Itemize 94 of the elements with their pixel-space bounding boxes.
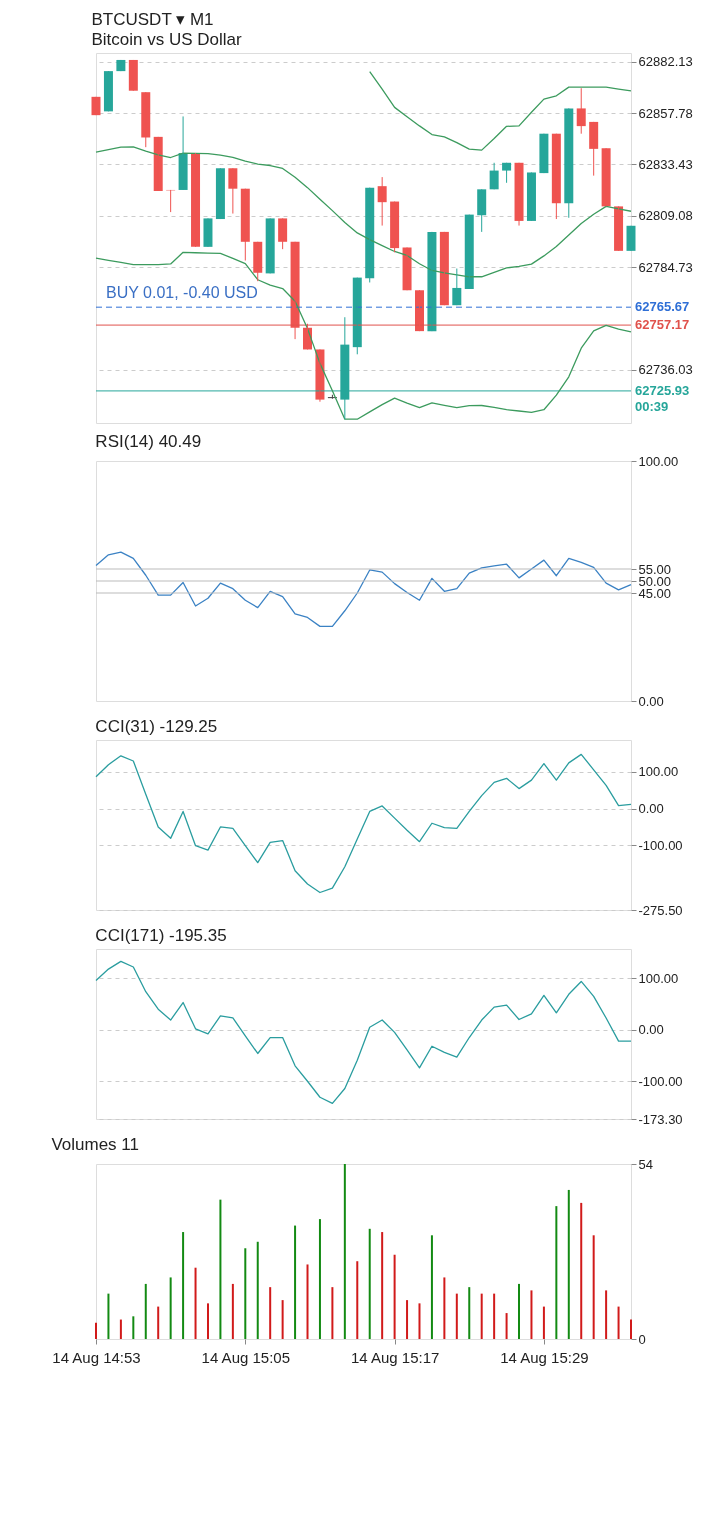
x-tick-label: 14 Aug 15:17 [350, 1348, 440, 1366]
y-tick-label: -275.50 [638, 902, 683, 918]
y-tick-label: 0 [638, 1331, 646, 1347]
y-tick-label: 62882.13 [638, 54, 693, 70]
x-tick-label: 14 Aug 15:05 [201, 1348, 291, 1366]
bar [455, 1293, 458, 1339]
bar [493, 1293, 496, 1339]
ref-line-label: 62765.67 [635, 299, 690, 315]
line-series [95, 551, 632, 628]
bar [505, 1313, 508, 1339]
y-tick-label: 62833.43 [638, 156, 693, 172]
bar [132, 1316, 135, 1339]
candlestick [439, 231, 449, 306]
line-series [95, 251, 632, 420]
bar [430, 1235, 433, 1339]
bar [381, 1232, 384, 1339]
ref-line-label: 62757.17 [635, 317, 690, 333]
line-series [369, 70, 632, 151]
bar [468, 1287, 471, 1339]
chart-title: CCI(171) -195.35 [95, 926, 227, 945]
chart-title: RSI(14) 40.49 [95, 432, 202, 451]
bar [194, 1267, 197, 1339]
bar [480, 1293, 483, 1339]
bar [331, 1287, 334, 1339]
x-tick-label: 14 Aug 15:29 [500, 1348, 589, 1366]
y-tick-label: 100.00 [638, 453, 679, 469]
bar [206, 1303, 209, 1339]
bar [294, 1225, 297, 1339]
chart-title: CCI(31) -129.25 [95, 717, 218, 736]
y-tick-label: -173.30 [638, 1111, 683, 1127]
bar [443, 1277, 446, 1339]
y-tick-label: -100.00 [638, 1073, 683, 1089]
text: 00:39 [635, 398, 669, 414]
bar [418, 1303, 421, 1339]
bar [356, 1261, 359, 1339]
annotation: BUY 0.01, -0.40 USD [106, 284, 258, 302]
candlestick [116, 59, 126, 72]
y-tick-label: 54 [638, 1156, 653, 1172]
bar [630, 1319, 632, 1339]
ref-line-label: 62725.93 [635, 382, 690, 398]
bar [368, 1228, 371, 1339]
y-tick-label: -100.00 [638, 837, 683, 853]
y-tick-label: 0.00 [638, 801, 664, 817]
bar [182, 1232, 185, 1339]
bar [107, 1293, 110, 1339]
y-tick-label: 0.00 [638, 1022, 664, 1038]
bar [542, 1306, 545, 1339]
bar [95, 1322, 97, 1339]
candlestick [91, 96, 101, 116]
y-tick-label: 100.00 [638, 764, 679, 780]
bar [567, 1189, 570, 1339]
chart-title: Volumes 11 [51, 1135, 139, 1154]
bar [281, 1300, 284, 1339]
y-tick-label: 100.00 [638, 970, 679, 986]
bar [406, 1300, 409, 1339]
chart-subtitle: Bitcoin vs US Dollar [91, 30, 243, 49]
bar [169, 1277, 172, 1339]
candlestick [539, 133, 549, 174]
y-tick-label: 62857.78 [638, 105, 693, 121]
bar [306, 1264, 309, 1339]
bar [605, 1290, 608, 1339]
bar [518, 1283, 521, 1339]
bar [592, 1235, 595, 1339]
bar [244, 1248, 247, 1339]
y-tick-label: 0.00 [638, 693, 664, 709]
line-series [95, 960, 632, 1105]
bar [580, 1202, 583, 1339]
bar [555, 1206, 558, 1339]
bar [256, 1241, 259, 1339]
y-tick-label: 62784.73 [638, 259, 693, 275]
bar [530, 1290, 533, 1339]
bar [318, 1219, 321, 1339]
candlestick [402, 246, 412, 291]
bar [231, 1283, 234, 1339]
bar [617, 1306, 620, 1339]
candlestick [427, 231, 437, 332]
line-series [95, 146, 632, 278]
candlestick [576, 87, 586, 135]
y-tick-label: 62736.03 [638, 362, 693, 378]
line-series [95, 753, 632, 894]
bar [269, 1287, 272, 1339]
chart-title: BTCUSDT ▾ M1 [91, 10, 214, 29]
candlestick [526, 171, 536, 222]
bar [343, 1164, 346, 1339]
bar [157, 1306, 160, 1339]
bar [119, 1319, 122, 1339]
y-tick-label: 62809.08 [638, 208, 693, 224]
bar [393, 1254, 396, 1339]
bar [219, 1199, 222, 1339]
bar [144, 1283, 147, 1339]
candlestick [278, 217, 288, 250]
x-tick-label: 14 Aug 14:53 [52, 1348, 141, 1366]
candlestick [128, 59, 138, 92]
candlestick [502, 162, 512, 184]
